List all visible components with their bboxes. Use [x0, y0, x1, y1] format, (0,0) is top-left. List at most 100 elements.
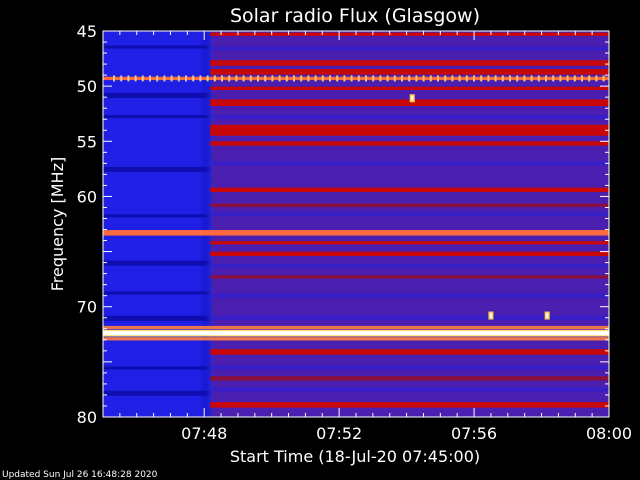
interference-dot: [494, 75, 497, 82]
interference-dot: [523, 75, 526, 82]
interference-dot: [501, 75, 504, 82]
emission-band-3: [103, 76, 609, 81]
interference-dot: [206, 75, 209, 82]
x-tick-label: 07:48: [181, 424, 227, 443]
interference-dot: [264, 75, 267, 82]
interference-dot: [516, 75, 519, 82]
emission-band-17: [210, 402, 609, 408]
quiet-stripe: [103, 45, 211, 49]
interference-dot: [199, 75, 202, 82]
interference-dot: [422, 75, 425, 82]
emission-band-12: [210, 251, 609, 256]
emission-band-16: [210, 376, 609, 381]
x-tick-label: 07:52: [316, 424, 362, 443]
y-axis-label: Frequency [MHz]: [48, 157, 67, 291]
emission-band-7: [210, 141, 609, 146]
quiet-stripe: [103, 260, 211, 266]
quiet-stripe: [103, 115, 211, 119]
quiet-stripe: [103, 291, 211, 295]
y-tick-label: 45: [77, 22, 97, 41]
interference-dot: [393, 75, 396, 82]
radio-bursts: [409, 94, 550, 320]
interference-dot: [127, 75, 130, 82]
interference-dot: [321, 75, 324, 82]
burst-core-2: [546, 313, 549, 318]
interference-dot: [458, 75, 461, 82]
interference-dot: [314, 75, 317, 82]
interference-dot: [307, 75, 310, 82]
interference-dot: [228, 75, 231, 82]
interference-dot: [235, 75, 238, 82]
updated-timestamp: Updated Sun Jul 26 16:48:28 2020: [2, 470, 158, 480]
x-tick-label: 07:56: [451, 424, 497, 443]
interference-dot: [343, 75, 346, 82]
interference-dot: [329, 75, 331, 82]
interference-dot: [141, 75, 144, 82]
interference-dot: [221, 75, 223, 82]
x-axis-label: Start Time (18-Jul-20 07:45:00): [230, 447, 480, 466]
interference-dot: [552, 75, 555, 82]
emission-band-13: [210, 275, 609, 279]
active-stripe: [210, 115, 609, 120]
interference-dot: [451, 75, 454, 82]
interference-dot: [113, 75, 115, 82]
y-tick-label: 80: [77, 408, 97, 427]
interference-dot: [357, 75, 360, 82]
emission-band-1: [210, 60, 609, 66]
active-stripe: [210, 365, 609, 370]
interference-dot: [163, 75, 166, 82]
emission-band-15: [210, 349, 609, 355]
interference-dot: [213, 75, 216, 82]
interference-dot: [581, 75, 583, 82]
y-tick-label: 60: [77, 187, 97, 206]
interference-dot: [588, 75, 591, 82]
emission-band-core: [103, 331, 609, 336]
interference-dot: [134, 75, 137, 82]
interference-dot: [465, 75, 468, 82]
emission-band-2: [210, 69, 609, 75]
emission-band-11: [210, 241, 609, 245]
emission-band-4: [210, 86, 609, 91]
emission-band-8: [210, 187, 609, 193]
interference-dot: [487, 75, 490, 82]
chart-title: Solar radio Flux (Glasgow): [230, 5, 480, 27]
interference-dot: [530, 75, 533, 82]
burst-core-0: [411, 96, 414, 101]
y-tick-label: 50: [77, 77, 97, 96]
interference-dot: [509, 75, 511, 82]
interference-dot: [185, 75, 187, 82]
active-stripe: [210, 212, 609, 217]
active-stripe: [210, 387, 609, 392]
interference-dot: [473, 75, 475, 82]
emission-band-halo-top: [103, 325, 609, 330]
x-tick-label: 08:00: [586, 424, 632, 443]
emission-band-9: [210, 203, 609, 207]
interference-dot: [336, 75, 339, 82]
emission-band-10: [103, 230, 609, 236]
interference-dot: [156, 75, 159, 82]
interference-dot: [429, 75, 432, 82]
interference-dot: [415, 75, 418, 82]
interference-dot: [602, 75, 605, 82]
interference-dot: [401, 75, 403, 82]
interference-dot: [249, 75, 252, 82]
plot-area: [103, 31, 609, 417]
emission-band-0: [210, 32, 609, 36]
quiet-stripe: [103, 390, 211, 396]
interference-dot: [300, 75, 303, 82]
quiet-stripe: [103, 214, 211, 218]
onset-transition: [200, 31, 213, 417]
active-stripe: [210, 263, 609, 268]
quiet-stripe: [103, 166, 211, 172]
quiet-stripe: [103, 315, 211, 321]
interference-dot: [566, 75, 569, 82]
interference-dot: [293, 75, 295, 82]
interference-dot: [444, 75, 447, 82]
active-stripe: [210, 161, 609, 166]
interference-dot: [480, 75, 483, 82]
burst-core-1: [489, 313, 492, 318]
y-tick-label: 70: [77, 298, 97, 317]
quiet-region: [103, 31, 211, 417]
emission-bands: [103, 32, 609, 408]
